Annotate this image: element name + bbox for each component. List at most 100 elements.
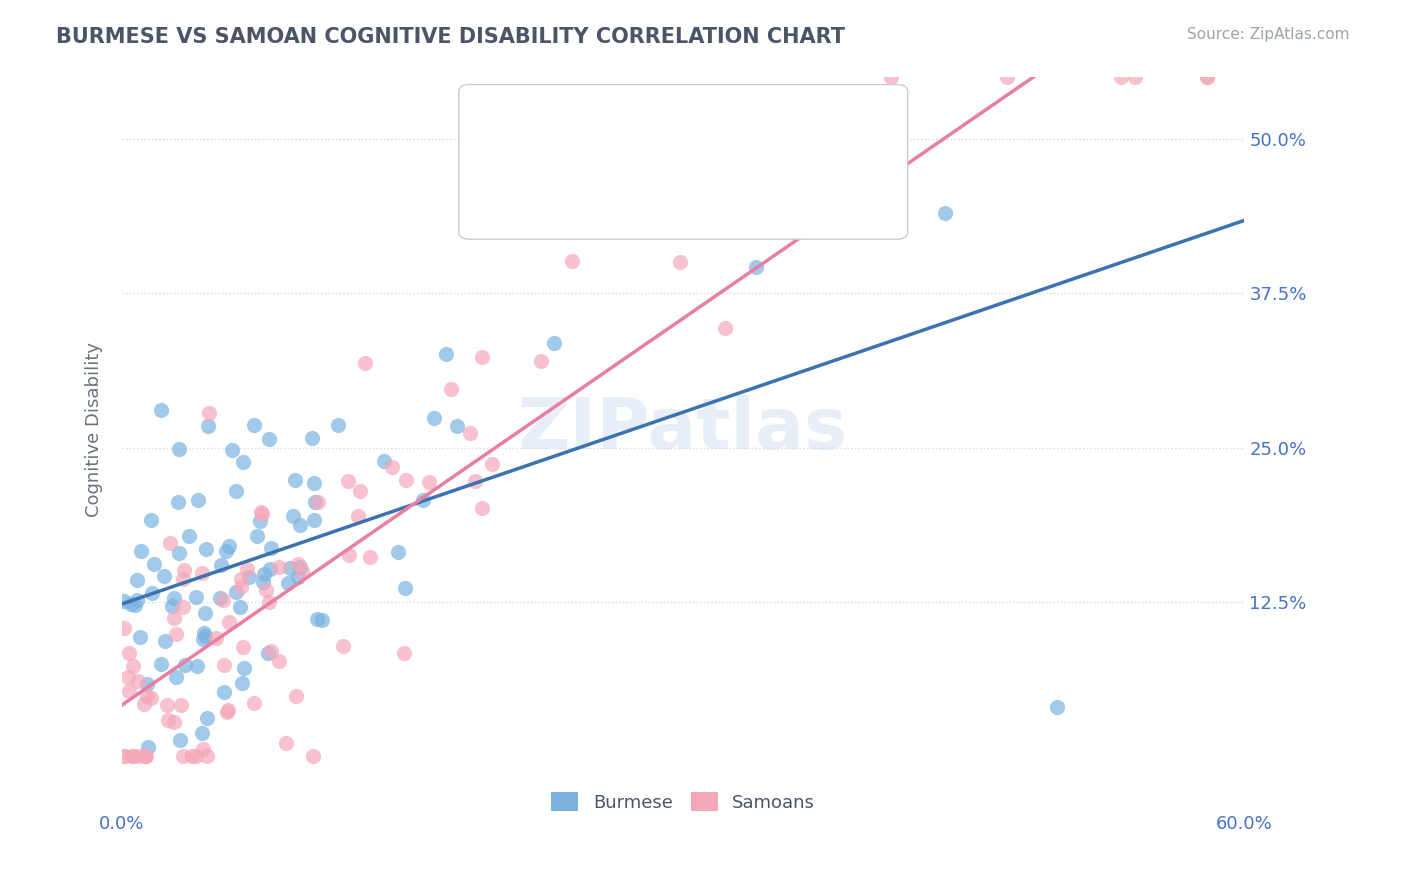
Point xyxy=(127,674,149,689)
Point xyxy=(163,610,186,624)
Point xyxy=(1195,70,1218,85)
Point xyxy=(267,560,290,574)
Point xyxy=(193,626,215,640)
Point xyxy=(354,356,377,370)
Point xyxy=(165,669,187,683)
Point xyxy=(423,410,446,425)
Text: 0.0%: 0.0% xyxy=(100,815,145,833)
Point xyxy=(136,689,159,703)
Point xyxy=(143,557,166,571)
Point xyxy=(250,505,273,519)
Point xyxy=(173,657,195,672)
Point xyxy=(276,736,298,750)
Point xyxy=(253,566,276,581)
Point xyxy=(122,749,145,764)
Point xyxy=(221,442,243,457)
Point xyxy=(186,659,208,673)
Point xyxy=(673,165,696,179)
Point xyxy=(302,749,325,764)
Point xyxy=(283,509,305,524)
Point xyxy=(149,403,172,417)
Point xyxy=(134,749,156,764)
Point xyxy=(702,213,724,227)
Point xyxy=(118,647,141,661)
Point xyxy=(135,749,157,764)
Point xyxy=(163,715,186,730)
Point xyxy=(218,615,240,629)
Point xyxy=(191,632,214,646)
Point xyxy=(332,640,354,654)
Point xyxy=(173,563,195,577)
Point xyxy=(307,495,329,509)
Point xyxy=(934,206,956,220)
Point xyxy=(359,549,381,564)
Point xyxy=(218,540,240,554)
Point xyxy=(232,640,254,654)
Point xyxy=(141,690,163,705)
Point xyxy=(112,621,135,635)
Point xyxy=(149,657,172,672)
Point xyxy=(232,661,254,675)
Point xyxy=(464,474,486,488)
Point xyxy=(250,507,273,521)
Point xyxy=(172,572,194,586)
Point xyxy=(249,514,271,528)
Point xyxy=(418,475,440,489)
Point xyxy=(995,70,1018,85)
Point xyxy=(117,670,139,684)
Point xyxy=(381,460,404,475)
Point xyxy=(304,495,326,509)
Point xyxy=(284,473,307,487)
Point xyxy=(212,593,235,607)
Point xyxy=(127,573,149,587)
Point xyxy=(165,627,187,641)
Point xyxy=(135,677,157,691)
Point xyxy=(471,500,494,515)
Point xyxy=(259,562,281,576)
Point xyxy=(278,561,301,575)
Point xyxy=(460,425,482,440)
Point xyxy=(287,570,309,584)
Text: 60.0%: 60.0% xyxy=(1216,815,1272,833)
Point xyxy=(180,748,202,763)
Point xyxy=(561,253,583,268)
Point xyxy=(169,545,191,559)
Point xyxy=(446,419,468,434)
Point xyxy=(231,676,253,690)
Point xyxy=(243,417,266,432)
Point xyxy=(1109,70,1132,85)
Point xyxy=(229,572,252,586)
Point xyxy=(260,643,283,657)
Point xyxy=(229,581,252,595)
Point xyxy=(134,749,156,764)
Point xyxy=(194,629,217,643)
Point xyxy=(194,606,217,620)
Point xyxy=(122,659,145,673)
Point xyxy=(225,585,247,599)
Point xyxy=(157,713,180,727)
Point xyxy=(129,544,152,558)
Point xyxy=(745,260,768,275)
Point xyxy=(195,542,218,557)
Point xyxy=(212,658,235,673)
Point xyxy=(260,541,283,555)
Point xyxy=(118,683,141,698)
Point xyxy=(302,475,325,490)
Point xyxy=(336,474,359,488)
Point xyxy=(291,564,314,578)
Point xyxy=(246,529,269,543)
Point xyxy=(112,749,135,764)
Text: ZIPatlas: ZIPatlas xyxy=(519,394,848,464)
Text: Source: ZipAtlas.com: Source: ZipAtlas.com xyxy=(1187,27,1350,42)
Point xyxy=(471,351,494,365)
Point xyxy=(153,569,176,583)
Point xyxy=(162,599,184,614)
Point xyxy=(225,483,247,498)
Point xyxy=(120,597,142,611)
Point xyxy=(187,492,209,507)
Point xyxy=(112,749,135,764)
Point xyxy=(121,749,143,764)
Text: BURMESE VS SAMOAN COGNITIVE DISABILITY CORRELATION CHART: BURMESE VS SAMOAN COGNITIVE DISABILITY C… xyxy=(56,27,845,46)
Point xyxy=(229,599,252,614)
Point xyxy=(172,749,194,764)
